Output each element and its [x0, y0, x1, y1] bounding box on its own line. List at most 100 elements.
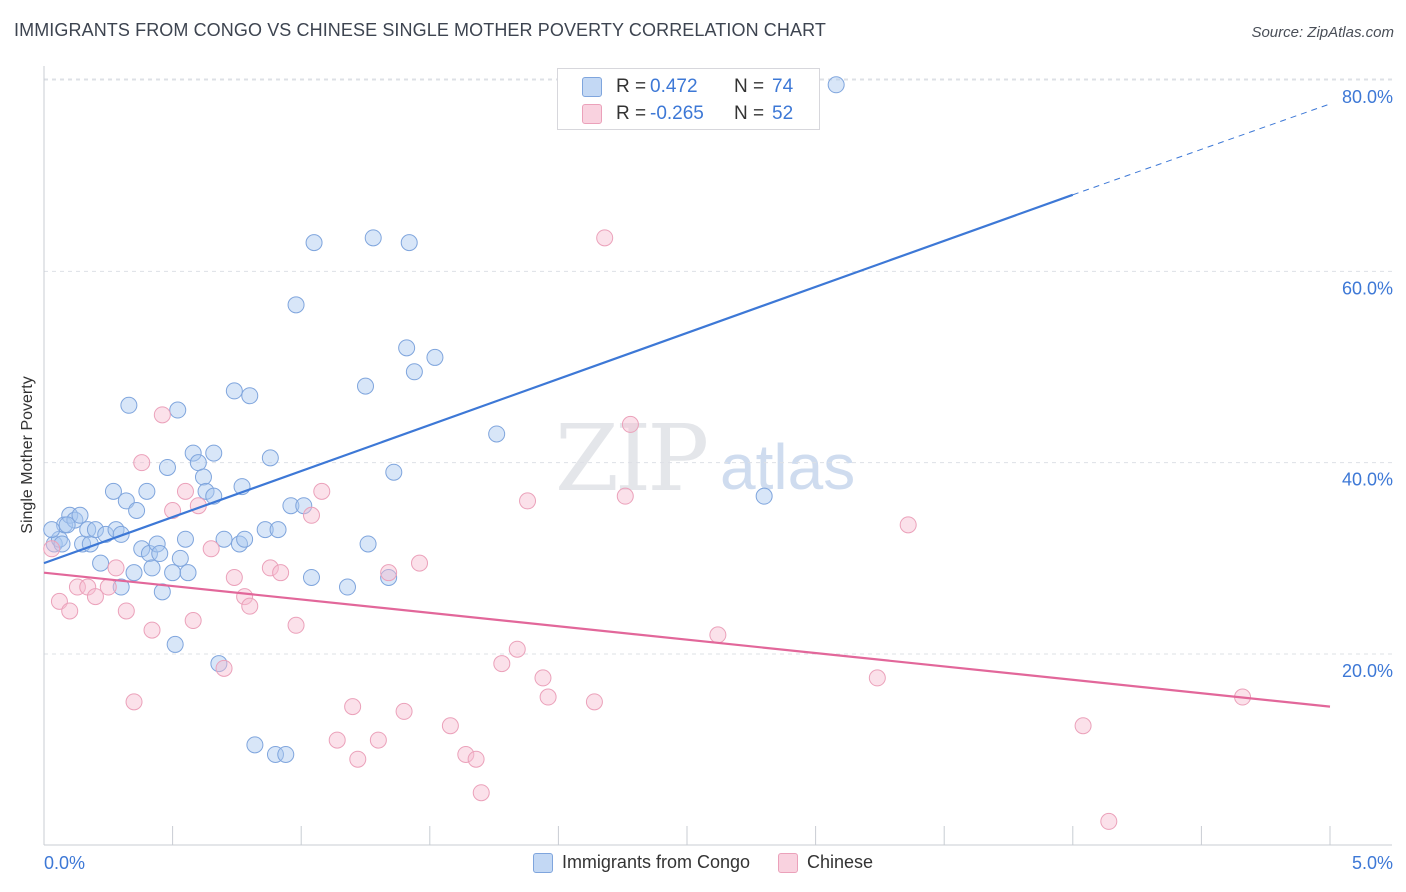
trend-line-congo [43, 193, 1074, 565]
data-point [97, 525, 115, 543]
y-tick-label: 80.0% [1342, 87, 1393, 107]
data-point [112, 578, 130, 596]
r-value: 0.472 [650, 76, 698, 97]
data-point [99, 578, 117, 596]
data-point [709, 626, 727, 644]
legend-swatch-pink [778, 852, 798, 873]
data-point [827, 76, 845, 94]
data-point [158, 458, 176, 476]
data-point [380, 568, 398, 586]
chart-title: IMMIGRANTS FROM CONGO VS CHINESE SINGLE … [14, 20, 826, 40]
data-point [380, 564, 398, 582]
data-point [241, 387, 259, 405]
legend-row-chinese: R = -0.265 N = 52 [582, 103, 793, 125]
data-point [205, 444, 223, 462]
correlation-legend: R = 0.472 N = 74 R = -0.265 N = 52 [557, 68, 820, 130]
data-point [755, 487, 773, 505]
data-point [344, 698, 362, 716]
legend-swatch-blue [582, 77, 602, 97]
n-label: N = [734, 103, 765, 124]
legend-label-congo: Immigrants from Congo [561, 852, 750, 872]
data-point [215, 659, 233, 677]
data-point [282, 497, 300, 515]
legend-item-congo[interactable]: Immigrants from Congo [532, 852, 750, 873]
data-point [210, 655, 228, 673]
legend-item-chinese[interactable]: Chinese [778, 852, 873, 873]
data-point [400, 234, 418, 252]
data-point [359, 535, 377, 553]
data-point [53, 535, 71, 553]
data-point [236, 530, 254, 548]
n-value: 74 [772, 76, 794, 97]
data-point [395, 702, 413, 720]
data-point [128, 502, 146, 519]
n-value: 52 [772, 103, 794, 124]
data-point [508, 640, 526, 658]
data-point [166, 635, 184, 653]
data-point [202, 540, 220, 558]
legend-label-chinese: Chinese [807, 852, 874, 872]
data-point [86, 588, 104, 606]
data-point [616, 487, 634, 505]
data-point [261, 559, 279, 577]
data-point [189, 454, 207, 472]
data-point [225, 568, 243, 586]
data-point [305, 234, 323, 252]
data-point [261, 449, 279, 467]
data-point [215, 530, 233, 548]
data-point [899, 516, 917, 534]
data-point [596, 229, 614, 247]
y-tick-label: 60.0% [1342, 278, 1393, 298]
data-point [61, 602, 79, 620]
data-point [241, 597, 259, 615]
y-tick-label: 20.0% [1342, 661, 1393, 681]
data-point [269, 521, 287, 539]
data-point [266, 745, 284, 763]
data-point [61, 506, 79, 524]
r-label: R = [616, 103, 647, 124]
data-point [621, 415, 639, 433]
data-point [176, 530, 194, 548]
data-point [148, 535, 166, 553]
data-point [585, 693, 603, 711]
data-point [153, 583, 171, 601]
data-point [256, 521, 274, 539]
data-point [176, 482, 194, 500]
data-point [143, 559, 161, 577]
trend-line-chinese [43, 571, 1331, 708]
data-point [539, 688, 557, 706]
data-point [405, 363, 423, 381]
data-point [1074, 717, 1092, 735]
data-point [151, 545, 169, 563]
data-point [411, 554, 429, 572]
data-point [246, 736, 264, 754]
data-point [287, 296, 305, 314]
data-point [184, 444, 202, 462]
data-point [43, 521, 61, 539]
data-point [225, 382, 243, 400]
data-point [488, 425, 506, 443]
data-point [426, 348, 444, 366]
data-point [302, 568, 320, 586]
data-point [138, 482, 156, 500]
data-point [143, 621, 161, 639]
data-point [467, 750, 485, 768]
data-point [338, 578, 356, 596]
x-tick-label: 0.0% [44, 853, 85, 873]
data-point [58, 516, 76, 534]
y-tick-label: 40.0% [1342, 470, 1393, 490]
data-point [385, 463, 403, 481]
data-point [171, 549, 189, 567]
data-point [117, 602, 135, 620]
series-legend: Immigrants from Congo Chinese [0, 852, 1406, 873]
data-point [493, 655, 511, 673]
data-point [169, 401, 187, 419]
data-point [104, 482, 122, 500]
data-point [164, 564, 182, 582]
r-value: -0.265 [650, 103, 704, 124]
data-point [457, 745, 475, 763]
r-label: R = [616, 76, 647, 97]
x-tick-label: 5.0% [1352, 853, 1393, 873]
data-point [534, 669, 552, 687]
data-point [519, 492, 537, 510]
